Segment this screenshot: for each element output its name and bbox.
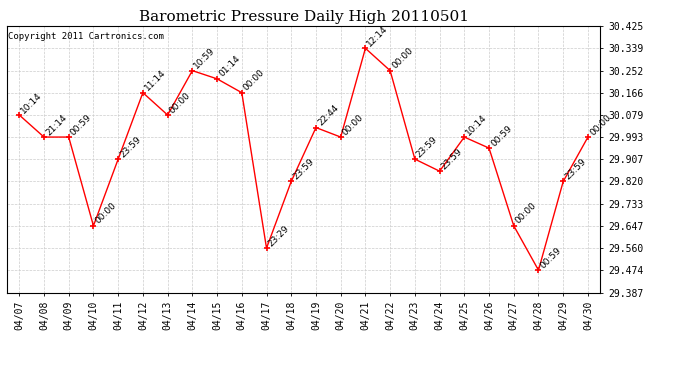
Text: Copyright 2011 Cartronics.com: Copyright 2011 Cartronics.com (8, 32, 164, 40)
Text: 00:00: 00:00 (241, 68, 266, 93)
Text: 23:59: 23:59 (291, 157, 316, 182)
Text: 00:59: 00:59 (489, 123, 513, 148)
Text: 22:44: 22:44 (316, 103, 340, 128)
Text: 01:14: 01:14 (217, 54, 241, 79)
Text: 10:14: 10:14 (19, 90, 44, 115)
Text: 00:59: 00:59 (69, 112, 93, 137)
Text: 23:29: 23:29 (266, 224, 291, 248)
Text: 00:00: 00:00 (168, 90, 193, 115)
Text: 10:14: 10:14 (464, 112, 489, 137)
Text: 23:59: 23:59 (415, 135, 440, 159)
Text: 23:59: 23:59 (440, 147, 464, 171)
Text: 21:14: 21:14 (44, 112, 68, 137)
Text: 00:00: 00:00 (390, 46, 415, 70)
Text: 00:00: 00:00 (93, 201, 118, 226)
Text: 00:59: 00:59 (538, 246, 563, 270)
Text: 00:00: 00:00 (341, 112, 365, 137)
Text: 23:59: 23:59 (118, 135, 143, 159)
Text: 11:14: 11:14 (143, 68, 168, 93)
Text: 10:59: 10:59 (193, 46, 217, 70)
Text: 00:00: 00:00 (514, 201, 538, 226)
Text: 23:59: 23:59 (563, 157, 588, 182)
Title: Barometric Pressure Daily High 20110501: Barometric Pressure Daily High 20110501 (139, 10, 469, 24)
Text: 00:00: 00:00 (588, 112, 613, 137)
Text: 12:14: 12:14 (366, 24, 390, 48)
